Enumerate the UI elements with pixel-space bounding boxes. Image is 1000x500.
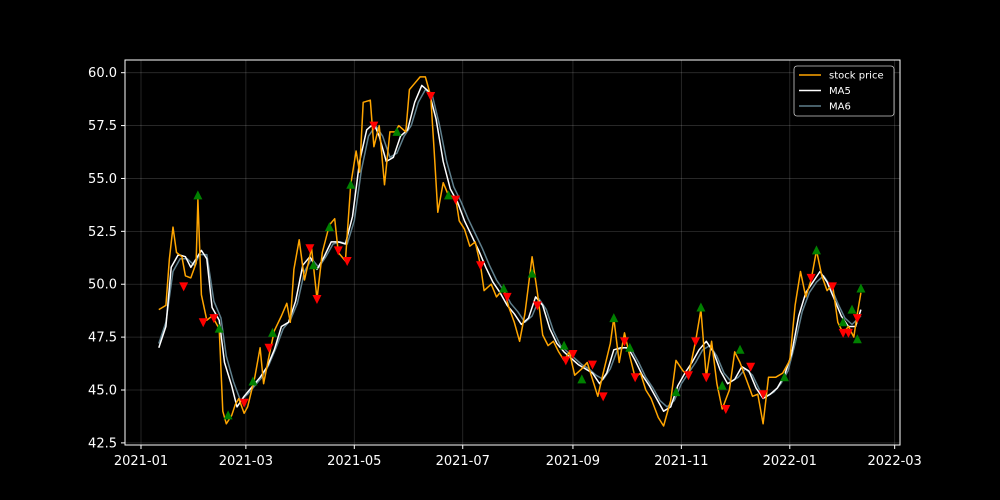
sell-signal-marker bbox=[691, 337, 701, 347]
sell-signal-marker bbox=[721, 405, 731, 415]
buy-signal-marker bbox=[609, 313, 619, 323]
sell-signal-marker bbox=[827, 282, 837, 292]
x-tick-label: 2021-09 bbox=[546, 454, 600, 469]
y-tick-label: 55.0 bbox=[88, 172, 117, 187]
sell-signal-marker bbox=[532, 301, 542, 311]
buy-signal-marker bbox=[696, 302, 706, 312]
y-tick-label: 42.5 bbox=[88, 436, 117, 451]
legend-label: MA5 bbox=[829, 86, 851, 97]
buy-signal-marker bbox=[811, 245, 821, 255]
buy-signal-marker bbox=[625, 342, 635, 352]
x-tick-label: 2021-01 bbox=[114, 454, 168, 469]
y-axis: 42.5 45.0 47.5 50.0 52.5 55.0 57.5 60.0 bbox=[88, 66, 125, 451]
series-line-stock-price bbox=[158, 76, 862, 427]
sell-signal-marker bbox=[587, 360, 597, 370]
buy-signal-marker bbox=[346, 179, 356, 189]
buy-signal-marker bbox=[248, 376, 258, 386]
sell-signal-marker bbox=[264, 343, 274, 353]
y-tick-label: 45.0 bbox=[88, 384, 117, 399]
x-tick-label: 2021-07 bbox=[436, 454, 490, 469]
legend-box bbox=[793, 65, 895, 117]
buy-signal-marker bbox=[671, 387, 681, 397]
sell-signal-marker bbox=[209, 314, 219, 324]
buy-signal-marker bbox=[735, 344, 745, 354]
x-tick-label: 2021-11 bbox=[654, 454, 708, 469]
buy-signal-marker bbox=[193, 190, 203, 200]
legend: stock price MA5 MA6 bbox=[793, 65, 895, 117]
x-tick-label: 2022-01 bbox=[763, 454, 817, 469]
legend-label: stock price bbox=[829, 71, 884, 82]
sell-signal-marker bbox=[342, 256, 352, 266]
sell-signal-marker bbox=[701, 373, 711, 383]
x-tick-label: 2021-05 bbox=[327, 454, 381, 469]
buy-signal-marker bbox=[499, 283, 509, 293]
buy-signal-marker bbox=[392, 126, 402, 136]
buy-signal-marker bbox=[838, 317, 848, 327]
buy-signal-marker bbox=[223, 410, 233, 420]
sell-signal-marker bbox=[568, 350, 578, 360]
x-axis: 2021-01 2021-03 2021-05 2021-07 2021-09 2021-… bbox=[114, 445, 922, 469]
signal-markers bbox=[179, 91, 866, 420]
plot-frame bbox=[124, 59, 901, 446]
buy-signal-marker bbox=[577, 374, 587, 384]
sell-signal-marker bbox=[312, 295, 322, 305]
buy-signal-marker bbox=[852, 334, 862, 344]
sell-signal-marker bbox=[561, 356, 571, 366]
sell-signal-marker bbox=[683, 371, 693, 381]
buy-signal-marker bbox=[527, 268, 537, 278]
sell-signal-marker bbox=[630, 373, 640, 383]
sell-signal-marker bbox=[476, 261, 486, 271]
sell-signal-marker bbox=[619, 337, 629, 347]
sell-signal-marker bbox=[598, 392, 608, 402]
sell-signal-marker bbox=[333, 246, 343, 256]
sell-signal-marker bbox=[426, 91, 436, 101]
y-tick-label: 50.0 bbox=[88, 278, 117, 293]
y-tick-label: 47.5 bbox=[88, 331, 117, 346]
buy-signal-marker bbox=[847, 304, 857, 314]
buy-signal-marker bbox=[444, 190, 454, 200]
sell-signal-marker bbox=[806, 273, 816, 283]
buy-signal-marker bbox=[308, 260, 318, 270]
sell-signal-marker bbox=[305, 244, 315, 254]
buy-signal-marker bbox=[779, 372, 789, 382]
sell-signal-marker bbox=[451, 195, 461, 205]
buy-signal-marker bbox=[856, 283, 866, 293]
sell-signal-marker bbox=[198, 318, 208, 328]
sell-signal-marker bbox=[758, 390, 768, 400]
grid bbox=[125, 60, 900, 445]
sell-signal-marker bbox=[852, 314, 862, 324]
buy-signal-marker bbox=[214, 323, 224, 333]
sell-signal-marker bbox=[239, 398, 249, 408]
sell-signal-marker bbox=[746, 362, 756, 372]
sell-signal-marker bbox=[179, 282, 189, 292]
buy-signal-marker bbox=[559, 340, 569, 350]
y-tick-label: 52.5 bbox=[88, 225, 117, 240]
sell-signal-marker bbox=[843, 328, 853, 338]
x-tick-label: 2021-03 bbox=[219, 454, 273, 469]
x-tick-label: 2022-03 bbox=[868, 454, 922, 469]
buy-signal-marker bbox=[717, 380, 727, 390]
y-tick-label: 57.5 bbox=[88, 119, 117, 134]
sell-signal-marker bbox=[369, 121, 379, 131]
buy-signal-marker bbox=[324, 222, 334, 232]
buy-signal-marker bbox=[268, 327, 278, 337]
legend-label: MA6 bbox=[829, 102, 851, 113]
y-tick-label: 60.0 bbox=[88, 66, 117, 81]
sell-signal-marker bbox=[502, 292, 512, 302]
